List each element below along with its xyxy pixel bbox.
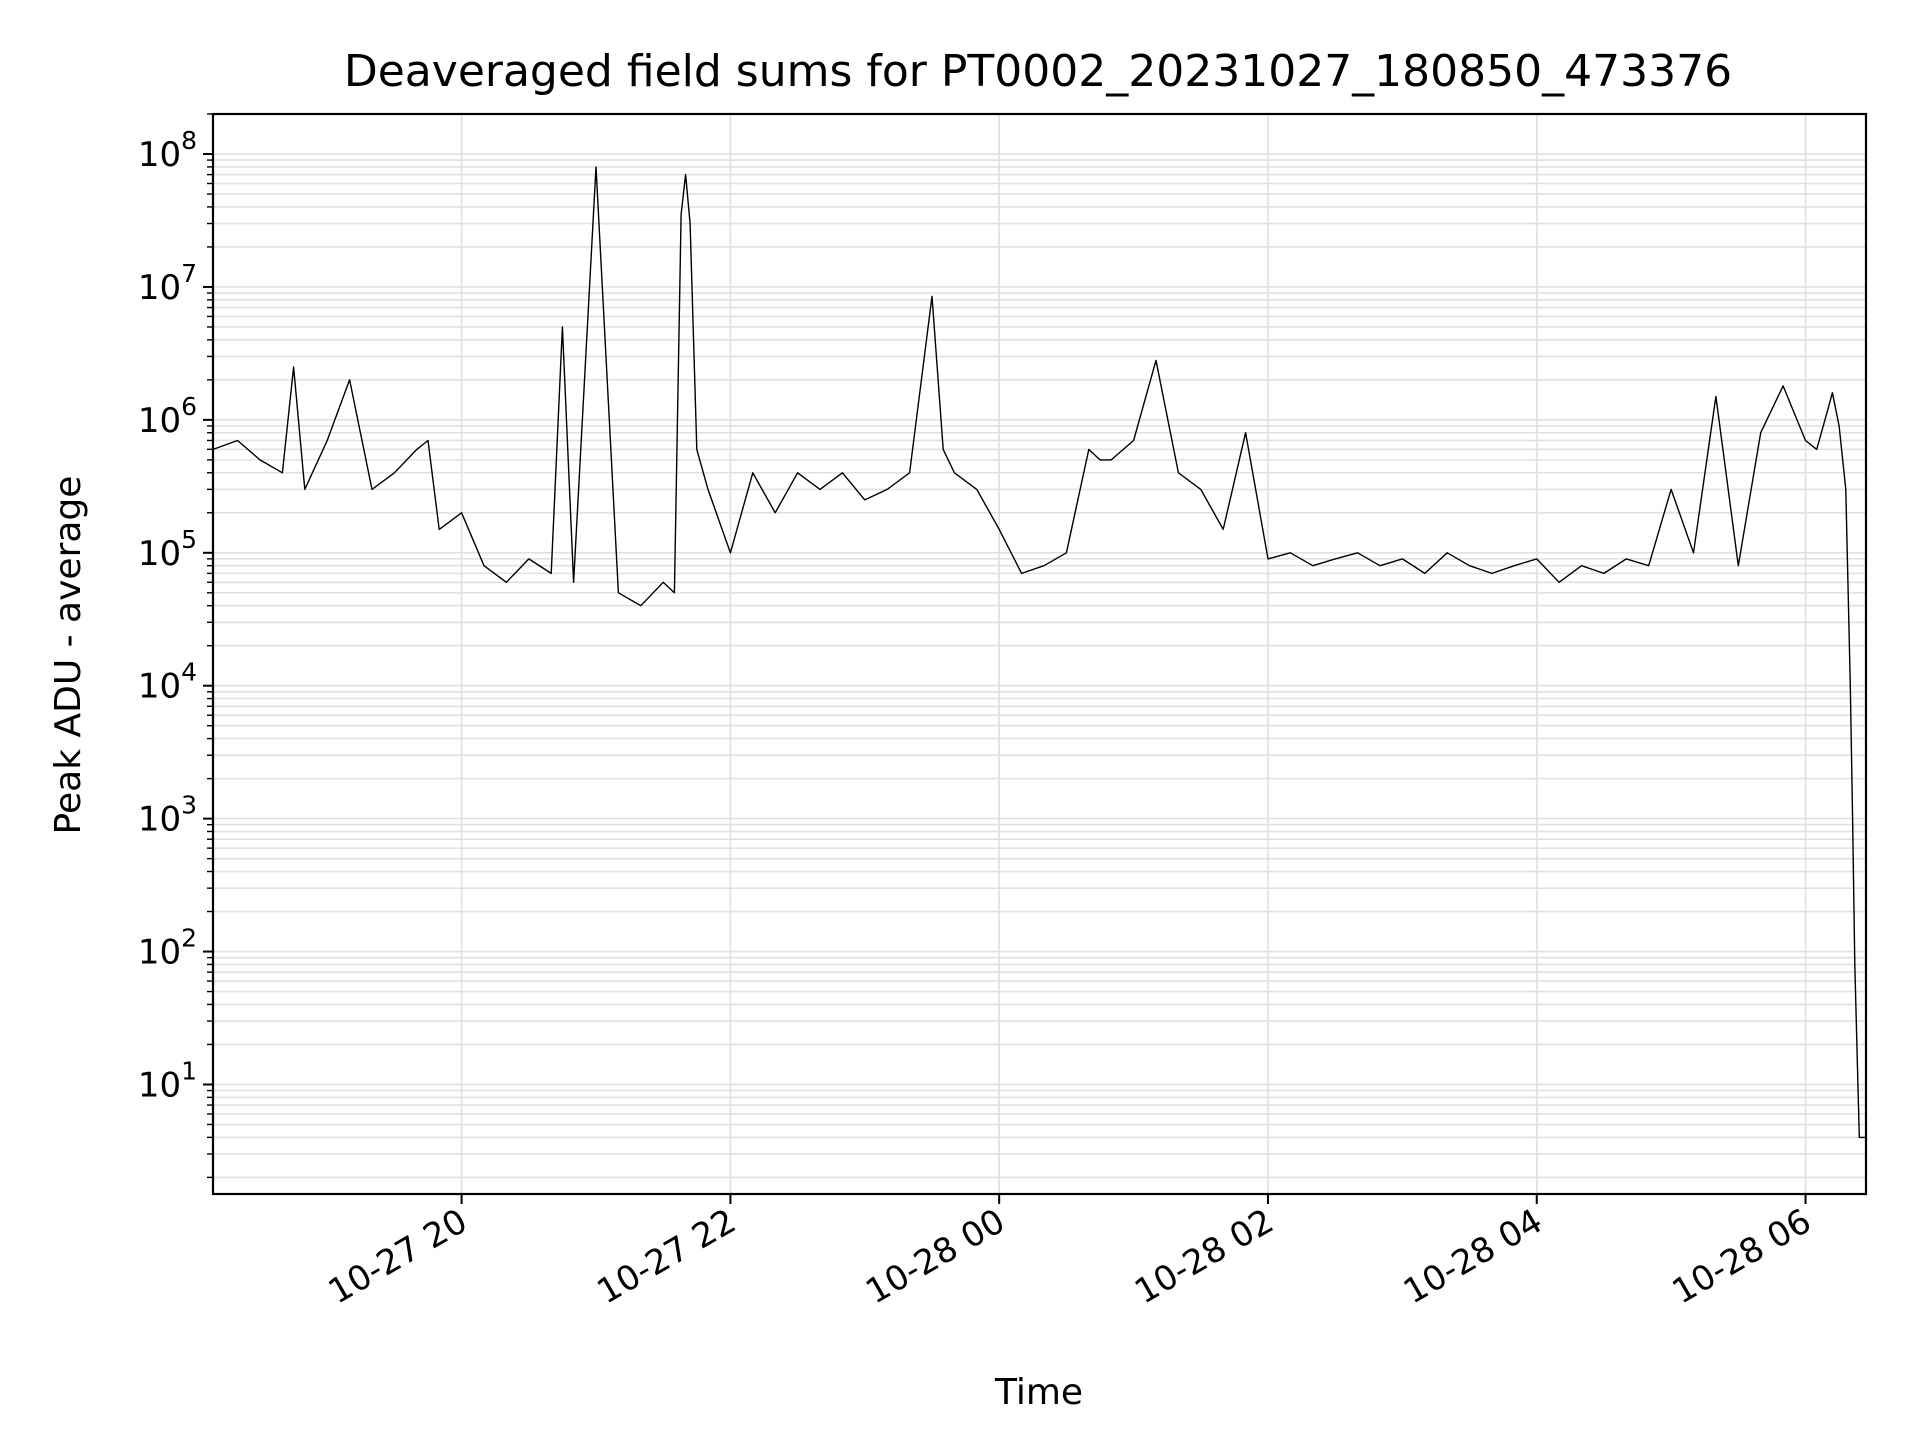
y-tick-label: 106 <box>138 392 197 441</box>
grid-lines <box>213 113 1866 1194</box>
x-tick-label: 10-28 06 <box>1666 1201 1818 1312</box>
y-tick-label: 105 <box>138 525 197 574</box>
x-tick-label: 10-27 22 <box>591 1201 743 1312</box>
y-tick-label: 107 <box>138 259 197 308</box>
x-axis: 10-27 20 10-27 22 10-28 00 10-28 02 10-28 04… <box>322 1194 1818 1312</box>
x-axis-label: Time <box>994 1372 1083 1413</box>
series-layer <box>212 166 1866 1139</box>
x-tick-label: 10-28 02 <box>1128 1201 1280 1312</box>
plot-frame <box>211 112 1868 1196</box>
y-tick-label: 102 <box>138 924 197 973</box>
x-tick-label: 10-28 04 <box>1397 1201 1549 1312</box>
y-tick-label: 101 <box>138 1056 197 1105</box>
y-tick-label: 108 <box>138 126 197 175</box>
y-tick-label: 103 <box>138 791 197 840</box>
x-tick-label: 10-27 20 <box>322 1201 474 1312</box>
chart-title: Deaveraged field sums for PT0002_2023102… <box>344 46 1732 97</box>
series-line <box>212 166 1866 1139</box>
x-tick-label: 10-28 00 <box>859 1201 1011 1312</box>
y-tick-label: 104 <box>138 658 197 707</box>
y-axis-label: Peak ADU - average <box>48 476 89 835</box>
y-axis: 101 102 103 104 105 106 107 108 <box>138 113 213 1179</box>
